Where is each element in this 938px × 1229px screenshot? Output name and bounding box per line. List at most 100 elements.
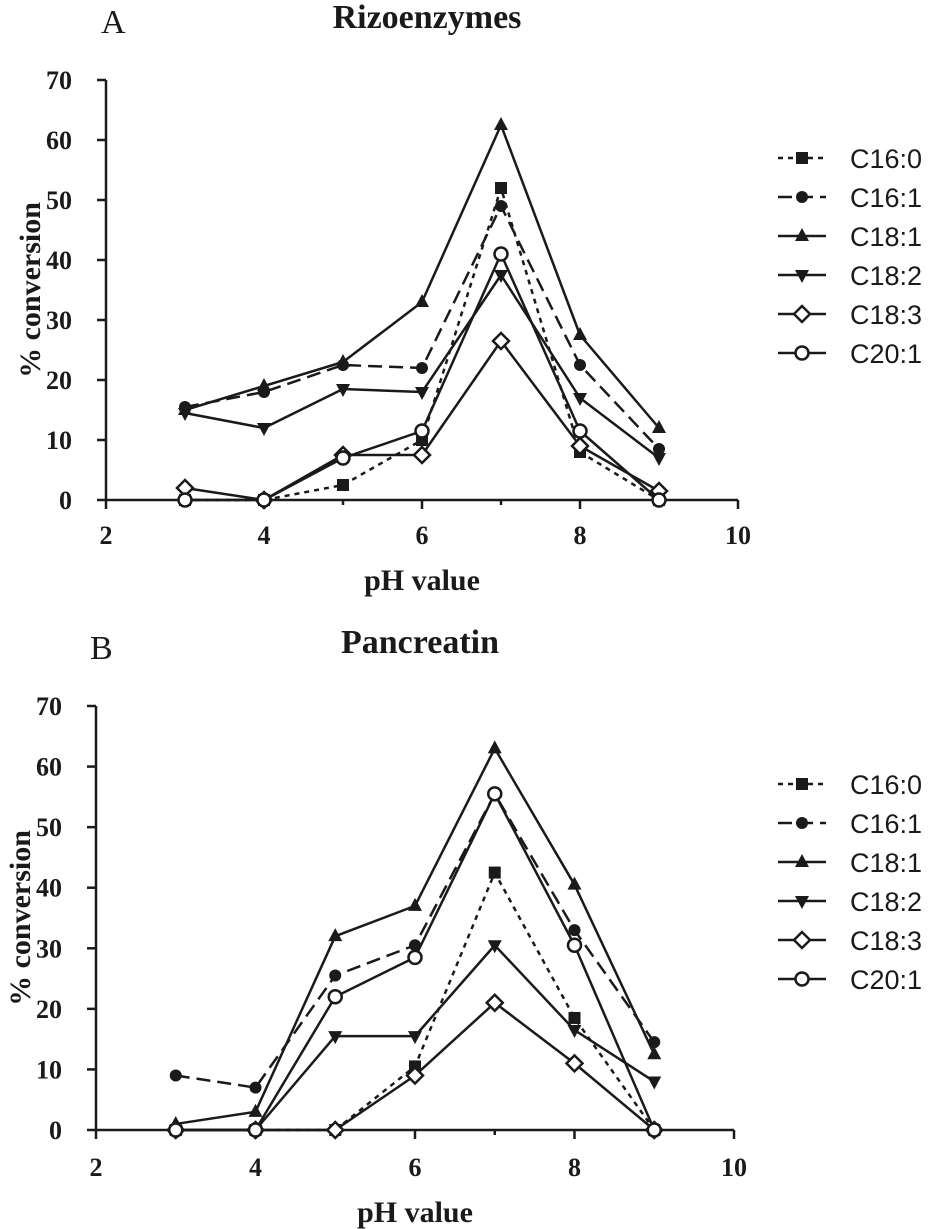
legend-label: C18:1 (850, 222, 922, 252)
series-c18-2 (168, 940, 662, 1138)
legend-label: C16:1 (850, 809, 922, 839)
data-point (652, 453, 666, 466)
data-point (249, 1081, 262, 1094)
data-point (257, 423, 271, 436)
legend-marker (795, 854, 809, 867)
series-line (175, 871, 656, 1132)
legend-label: C18:2 (850, 887, 922, 917)
panel-label: B (90, 630, 113, 667)
data-point (337, 479, 349, 491)
legend-item: C18:2 (778, 261, 922, 291)
y-tick-label: 10 (46, 426, 72, 455)
x-axis-label: pH value (357, 1196, 473, 1229)
data-point (328, 1031, 343, 1045)
y-tick-label: 0 (59, 486, 72, 515)
data-point (335, 450, 351, 466)
data-point (328, 928, 343, 942)
legend-marker (795, 896, 809, 909)
data-point (177, 492, 193, 508)
data-point (336, 354, 350, 367)
legend-marker (795, 228, 809, 241)
data-point (567, 876, 582, 890)
data-point (566, 937, 583, 954)
y-tick-label: 70 (46, 66, 72, 95)
data-point (491, 331, 511, 351)
data-point (495, 182, 507, 194)
y-tick-label: 60 (46, 126, 72, 155)
legend-marker (792, 930, 812, 950)
y-tick-label: 30 (46, 306, 72, 335)
y-tick-label: 40 (36, 874, 62, 903)
y-tick-label: 50 (36, 813, 62, 842)
data-point (168, 1122, 184, 1138)
data-point (169, 1069, 182, 1082)
y-tick-label: 0 (49, 1116, 62, 1145)
legend-label: C16:1 (850, 183, 922, 213)
data-point (248, 1103, 263, 1117)
data-point (573, 393, 587, 406)
data-point (405, 1065, 425, 1086)
data-point (487, 940, 502, 954)
y-tick-label: 50 (46, 186, 72, 215)
x-tick-label: 6 (416, 521, 429, 550)
data-point (494, 117, 508, 130)
legend-item: C16:0 (778, 144, 922, 174)
data-point (325, 1120, 346, 1140)
data-point (488, 866, 501, 879)
legend-item: C16:0 (778, 770, 922, 800)
series-c18-3 (165, 993, 665, 1140)
series-line (184, 123, 660, 429)
data-point (414, 423, 430, 439)
panel-label: A (101, 4, 126, 41)
panel-b: B Pancreatin 0 10 20 30 40 50 60 70 2 4 6 8 10 pH value… (4, 624, 922, 1229)
legend-item: C16:1 (778, 183, 922, 213)
legend-item: C18:1 (778, 848, 922, 878)
legend-marker (795, 270, 809, 283)
legend-marker (796, 778, 808, 790)
legend-marker (796, 817, 808, 829)
legend-label: C20:1 (850, 965, 922, 995)
data-point (573, 327, 587, 340)
legend-item: C20:1 (778, 965, 922, 995)
legend-label: C16:0 (850, 144, 922, 174)
data-point (408, 897, 422, 911)
data-point (408, 1031, 422, 1045)
legend-label: C16:0 (850, 770, 922, 800)
data-point (568, 924, 581, 937)
data-point (415, 387, 429, 400)
data-point (570, 436, 590, 456)
y-axis-label: % conversion (4, 830, 37, 1006)
legend-label: C18:1 (850, 848, 922, 878)
legend-marker (792, 304, 812, 324)
legend-label: C18:3 (850, 300, 922, 330)
y-tick-label: 20 (36, 995, 62, 1024)
data-point (247, 1122, 264, 1138)
legend-label: C20:1 (850, 339, 922, 369)
data-point (651, 492, 667, 508)
data-point (568, 1011, 581, 1024)
data-point (567, 1025, 582, 1039)
chart-title: Rizoenzymes (333, 0, 522, 36)
legend-marker (796, 152, 808, 164)
x-tick-label: 8 (574, 521, 587, 550)
series-c18-2 (178, 270, 666, 466)
x-tick-label: 8 (568, 1153, 581, 1182)
legend-item: C16:1 (778, 809, 922, 839)
y-tick-label: 60 (36, 753, 62, 782)
panel-a: A Rizoenzymes 0 10 20 30 40 50 60 70 2 4 6 8 10 pH valu… (14, 0, 922, 597)
data-point (407, 949, 423, 966)
data-point (409, 939, 421, 952)
data-point (652, 420, 666, 433)
data-point (564, 1053, 585, 1074)
legend-item: C18:2 (778, 887, 922, 917)
legend-label: C18:3 (850, 926, 922, 956)
legend-marker (796, 191, 808, 203)
data-point (329, 969, 342, 982)
data-point (574, 359, 586, 371)
data-point (327, 988, 343, 1005)
x-tick-label: 2 (90, 1153, 103, 1182)
data-point (646, 1122, 662, 1138)
series-c18-1 (178, 117, 666, 433)
x-tick-label: 6 (409, 1153, 422, 1182)
